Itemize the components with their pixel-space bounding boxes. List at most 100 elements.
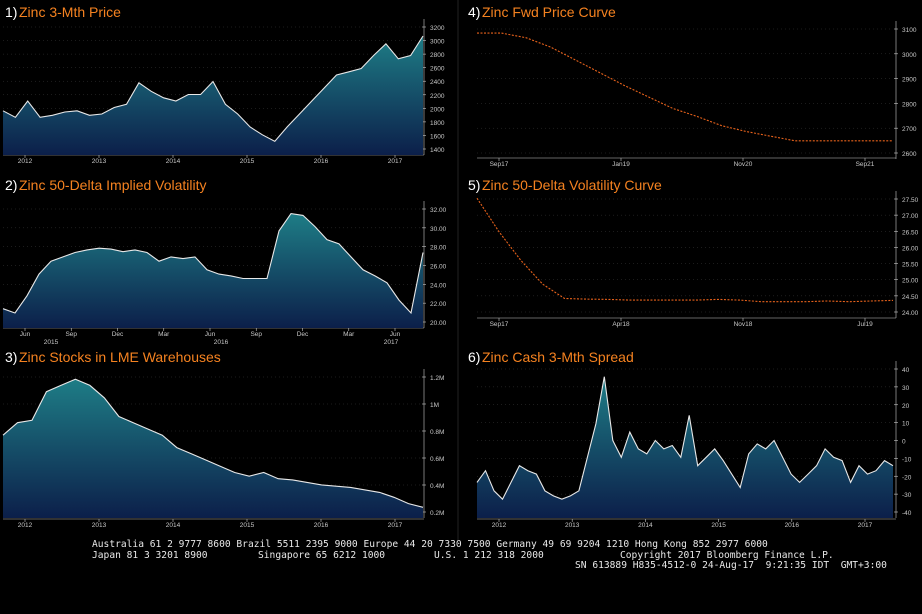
- chart-4-x-tick-label: Sep17: [490, 321, 509, 328]
- footer-copyright: Copyright 2017 Bloomberg Finance L.P.: [620, 549, 834, 561]
- chart-3-y-tick-label: 22.00: [430, 301, 447, 308]
- chart-5-area-fill: [3, 379, 423, 518]
- chart-4-y-tick-label: 26.50: [902, 229, 919, 236]
- chart-5-series-line: [2, 378, 424, 508]
- chart-3-x-tick-label: Jun: [20, 331, 31, 338]
- chart-3-x-tick-label: Sep: [65, 331, 77, 338]
- chart-1-y-tick-label: 2600: [430, 66, 445, 73]
- chart-1-y-tick-label: 3200: [430, 25, 445, 32]
- chart-1-y-tick-label: 1600: [430, 133, 445, 140]
- chart-3-series-line: [2, 213, 424, 315]
- chart-5-title: Zinc Stocks in LME Warehouses: [19, 349, 221, 365]
- charts-canvas: 1) Zinc 3-Mth Price 3200 3000 2800 2600 2400 22…: [2, 0, 919, 540]
- bloomberg-footer: Australia 61 2 9777 8600 Brazil 5511 239…: [0, 539, 922, 571]
- chart-1-x-tick-label: 2017: [388, 158, 403, 165]
- chart-1-y-tick-label: 3000: [430, 39, 445, 46]
- chart-1-y-tick-label: 2800: [430, 52, 445, 59]
- chart-5-x-tick-label: 2014: [166, 522, 181, 529]
- chart-1-title: Zinc 3-Mth Price: [19, 4, 121, 20]
- chart-4-x-tick-label: Nov18: [734, 321, 753, 328]
- chart-1-x-tick-label: 2012: [18, 158, 33, 165]
- chart-1-y-tick-label: 2200: [430, 93, 445, 100]
- chart-2-y-tick-label: 2600: [902, 151, 917, 158]
- chart-4-y-tick-label: 25.00: [902, 278, 919, 285]
- footer-serial-timestamp: SN 613889 H835-4512-0 24-Aug-17 9:21:35 …: [575, 560, 887, 571]
- chart-1-x-tick-label: 2013: [92, 158, 107, 165]
- chart-3-area-fill: [3, 213, 423, 328]
- chart-4-title: Zinc 50-Delta Volatility Curve: [482, 177, 662, 193]
- chart-1-y-tick-label: 1800: [430, 120, 445, 127]
- chart-6-series-line: [476, 376, 894, 501]
- chart-3-x-year-label: 2016: [214, 339, 229, 346]
- chart-1-y-tick-label: 2000: [430, 106, 445, 113]
- chart-6-y-tick-label: 40: [902, 367, 910, 374]
- chart-2-number: 4): [468, 4, 480, 20]
- chart-3-x-year-label: 2015: [44, 339, 59, 346]
- chart-4-y-tick-label: 27.00: [902, 213, 919, 220]
- chart-3-y-tick-label: 30.00: [430, 226, 447, 233]
- chart-4-y-tick-label: 24.50: [902, 294, 919, 301]
- chart-3-x-tick-label: Jun: [390, 331, 401, 338]
- chart-4-x-tick-label: Apr18: [612, 321, 630, 328]
- chart-2-y-tick-label: 3100: [902, 27, 917, 34]
- chart-5-x-tick-label: 2013: [92, 522, 107, 529]
- chart-3-number: 2): [5, 177, 17, 193]
- chart-3-x-tick-label: Jun: [205, 331, 216, 338]
- chart-6-y-tick-label: 30: [902, 385, 910, 392]
- footer-phone-japan: Japan 81 3 3201 8900: [92, 549, 208, 561]
- chart-6-area-fill: [477, 376, 893, 518]
- chart-4-curve-line: [476, 197, 894, 303]
- chart-5-y-tick-label: 0.2M: [430, 510, 444, 517]
- chart-4-y-tick-label: 26.00: [902, 245, 919, 252]
- chart-6-y-tick-label: -30: [902, 492, 912, 499]
- chart-6-y-tick-label: -40: [902, 510, 912, 517]
- chart-3-y-tick-label: 24.00: [430, 282, 447, 289]
- chart-6-title: Zinc Cash 3-Mth Spread: [482, 349, 634, 365]
- chart-2-curve-line: [477, 32, 893, 142]
- chart-2-x-tick-label: Sep21: [856, 161, 875, 168]
- chart-5-number: 3): [5, 349, 17, 365]
- chart-1-x-tick-label: 2015: [240, 158, 255, 165]
- chart-3-y-tick-label: 20.00: [430, 320, 447, 327]
- chart-4-y-tick-label: 24.00: [902, 310, 919, 317]
- chart-6-y-tick-label: 20: [902, 403, 910, 410]
- chart-6-x-tick-label: 2014: [638, 522, 653, 529]
- chart-5-y-tick-label: 0.4M: [430, 483, 444, 490]
- chart-2-y-tick-label: 2700: [902, 126, 917, 133]
- chart-3-y-tick-label: 28.00: [430, 245, 447, 252]
- chart-3-y-tick-label: 32.00: [430, 207, 447, 214]
- chart-3-x-year-label: 2017: [384, 339, 399, 346]
- chart-1-x-tick-label: 2016: [314, 158, 329, 165]
- chart-4-y-tick-label: 27.50: [902, 197, 919, 204]
- chart-6-x-tick-label: 2013: [565, 522, 580, 529]
- chart-2-x-tick-label: Sep17: [490, 161, 509, 168]
- chart-2-x-tick-label: Jan19: [612, 161, 630, 168]
- chart-6-x-tick-label: 2016: [785, 522, 800, 529]
- chart-6-number: 6): [468, 349, 480, 365]
- chart-1-y-tick-label: 2400: [430, 79, 445, 86]
- chart-5-y-tick-label: 1.2M: [430, 375, 444, 382]
- chart-5-x-tick-label: 2017: [388, 522, 403, 529]
- chart-4-number: 5): [468, 177, 480, 193]
- chart-1-x-tick-label: 2014: [166, 158, 181, 165]
- footer-phone-line-1: Australia 61 2 9777 8600 Brazil 5511 239…: [92, 539, 768, 550]
- chart-6-y-tick-label: -10: [902, 456, 912, 463]
- chart-5-x-tick-label: 2015: [240, 522, 255, 529]
- chart-6-y-tick-label: -20: [902, 474, 912, 481]
- chart-3-y-tick-label: 26.00: [430, 264, 447, 271]
- chart-1-number: 1): [5, 4, 17, 20]
- chart-4-y-tick-label: 25.50: [902, 262, 919, 269]
- chart-4-x-tick-label: Jul19: [857, 321, 873, 328]
- chart-3-x-tick-label: Dec: [297, 331, 309, 338]
- chart-5-x-tick-label: 2012: [18, 522, 33, 529]
- chart-6-y-tick-label: 0: [902, 439, 906, 446]
- chart-1-area-fill: [3, 36, 423, 155]
- chart-2-x-tick-label: Nov20: [734, 161, 753, 168]
- chart-2-y-tick-label: 2800: [902, 101, 917, 108]
- chart-3-title: Zinc 50-Delta Implied Volatility: [19, 177, 207, 193]
- chart-3-x-tick-label: Mar: [158, 331, 170, 338]
- chart-2-y-tick-label: 2900: [902, 77, 917, 84]
- chart-6-x-tick-label: 2015: [711, 522, 726, 529]
- chart-3-x-tick-label: Mar: [343, 331, 355, 338]
- chart-6-y-tick-label: 10: [902, 421, 910, 428]
